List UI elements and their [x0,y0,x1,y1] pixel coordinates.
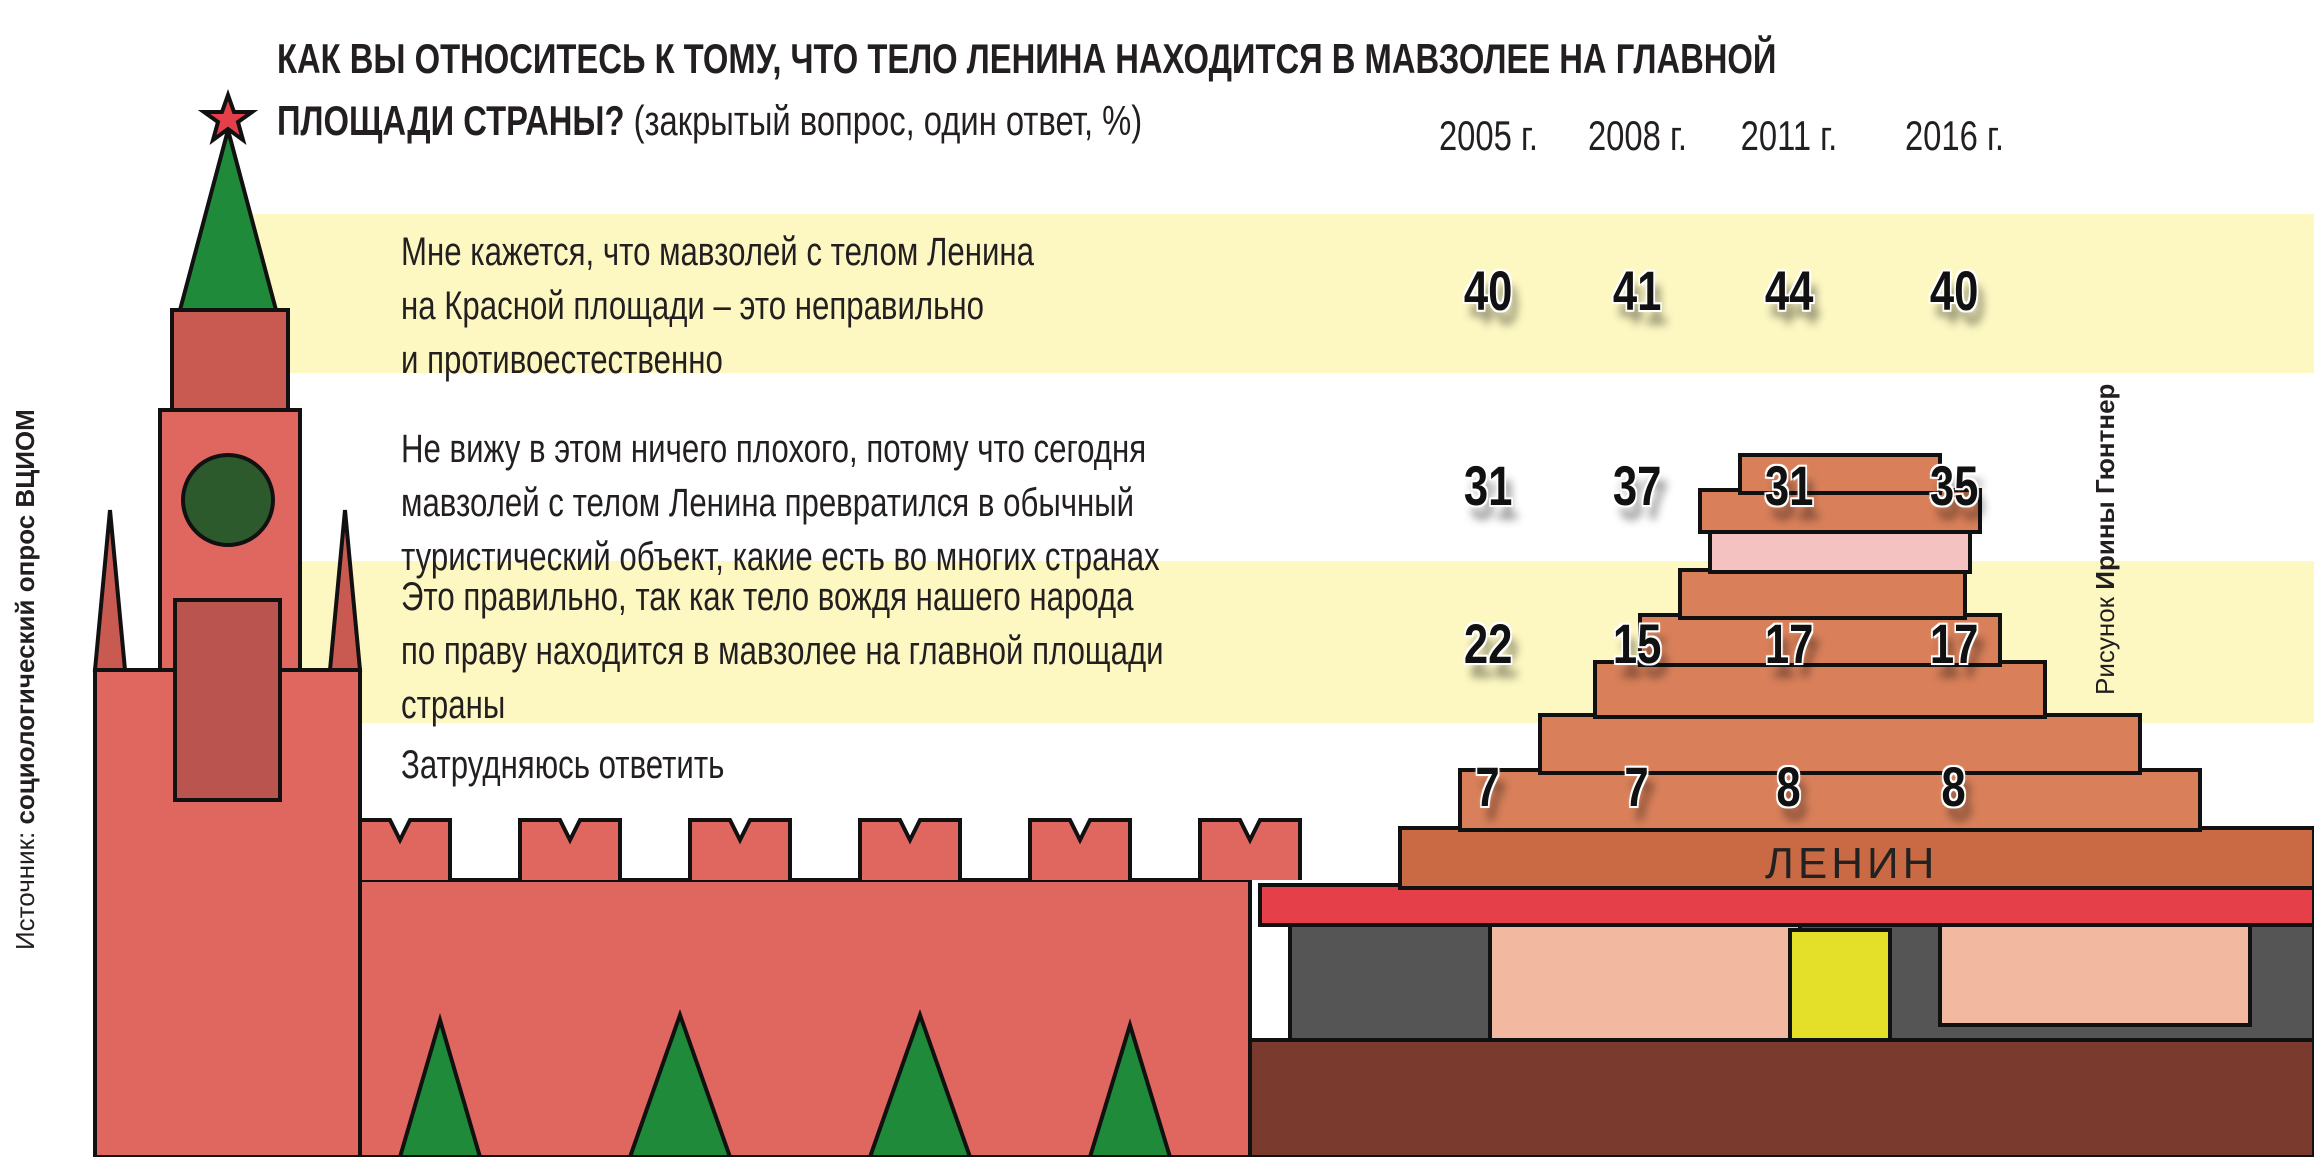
title-line-1: КАК ВЫ ОТНОСИТЕСЬ К ТОМУ, ЧТО ТЕЛО ЛЕНИН… [277,35,1777,82]
mausoleum-door [1788,928,1892,1042]
row-label-line: мавзолей с телом Ленина превратился в об… [401,481,1135,525]
data-value-label: 17 [1764,612,1814,675]
data-value-label: 41 [1612,259,1662,322]
column-header: 2011 г. [1714,112,1864,160]
data-value-label: 40 [1463,259,1513,322]
data-value: 7 [1428,754,1548,819]
mausoleum-base [1238,1038,2314,1157]
star-icon [197,88,259,146]
data-value: 40 [1894,258,2014,323]
data-value-label: 7 [1624,755,1650,818]
column-header-label: 2005 г. [1438,112,1538,159]
mausoleum-sign: ЛЕНИН [1765,839,1938,888]
clock-icon [181,453,275,547]
column-header-label: 2016 г. [1904,112,2004,159]
row-label: Мне кажется, что мавзолей с телом Ленина… [401,225,1213,387]
data-value: 41 [1577,258,1697,323]
data-value: 22 [1428,611,1548,676]
data-value-label: 44 [1764,259,1814,322]
title-note: (закрытый вопрос, один ответ, %) [633,97,1143,144]
column-header-label: 2011 г. [1740,112,1838,159]
row-label-line: и противоестественно [401,338,723,382]
data-value-label: 31 [1463,454,1513,517]
row-label-line: Это правильно, так как тело вождя нашего… [401,575,1134,619]
row-label-line: Мне кажется, что мавзолей с телом Ленина [401,230,1035,274]
data-value: 35 [1894,453,2014,518]
row-label-line: по праву находится в мавзолее на главной… [401,629,1164,673]
column-header: 2008 г. [1562,112,1712,160]
data-value: 40 [1428,258,1548,323]
illustration-credit: Рисунок Ирины Гюнтнер [2090,383,2120,695]
data-value-label: 8 [1941,755,1967,818]
row-band-1 [230,214,2314,373]
row-label: Не вижу в этом ничего плохого, потому чт… [401,422,1374,584]
title-line-2: ПЛОЩАДИ СТРАНЫ? [277,97,625,144]
column-header: 2016 г. [1879,112,2029,160]
data-value: 8 [1894,754,2014,819]
data-value: 17 [1894,611,2014,676]
data-value: 17 [1729,611,1849,676]
kremlin-wall [348,878,1252,1157]
data-value: 8 [1729,754,1849,819]
data-value-label: 31 [1764,454,1814,517]
data-value-label: 22 [1463,612,1513,675]
data-value-label: 40 [1929,259,1979,322]
data-value: 44 [1729,258,1849,323]
source-note: Источник: социологический опрос ВЦИОМ [10,409,40,950]
row-label-line: на Красной площади – это неправильно [401,284,984,328]
data-value: 15 [1577,611,1697,676]
row-label-line: туристический объект, какие есть во мног… [401,535,1160,579]
data-value-label: 17 [1929,612,1979,675]
data-value: 7 [1577,754,1697,819]
column-header-label: 2008 г. [1587,112,1687,159]
data-value: 37 [1577,453,1697,518]
row-label: Это правильно, так как тело вождя нашего… [401,570,1379,732]
data-value-label: 7 [1475,755,1501,818]
column-header: 2005 г. [1413,112,1563,160]
data-value-label: 15 [1612,612,1662,675]
chart-title: КАК ВЫ ОТНОСИТЕСЬ К ТОМУ, ЧТО ТЕЛО ЛЕНИН… [277,28,2199,152]
data-value-label: 37 [1612,454,1662,517]
row-label: Затрудняюсь ответить [401,738,816,792]
data-value-label: 8 [1776,755,1802,818]
data-value: 31 [1428,453,1548,518]
data-value-label: 35 [1929,454,1979,517]
row-label-line: Затрудняюсь ответить [401,743,725,787]
row-label-line: страны [401,683,506,727]
data-value: 31 [1729,453,1849,518]
row-label-line: Не вижу в этом ничего плохого, потому чт… [401,427,1147,471]
